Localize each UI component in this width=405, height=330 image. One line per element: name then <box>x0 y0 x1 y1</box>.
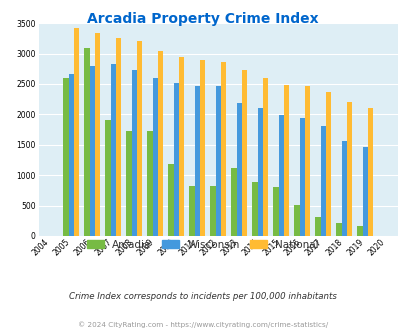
Bar <box>105 120 110 236</box>
Bar <box>210 186 215 236</box>
Bar <box>356 226 362 236</box>
Bar <box>131 70 136 236</box>
Bar <box>147 131 152 236</box>
Bar <box>63 78 68 236</box>
Bar <box>346 102 351 236</box>
Bar <box>189 186 194 236</box>
Bar <box>262 78 267 236</box>
Bar <box>315 217 320 236</box>
Bar <box>215 86 220 236</box>
Bar <box>278 115 283 236</box>
Bar <box>367 108 372 236</box>
Bar <box>362 147 367 236</box>
Bar <box>115 38 121 236</box>
Bar <box>283 84 288 236</box>
Bar <box>194 86 199 236</box>
Bar <box>304 86 309 236</box>
Bar <box>152 78 158 236</box>
Bar <box>341 141 346 236</box>
Bar <box>299 118 304 236</box>
Bar <box>126 131 131 236</box>
Text: Crime Index corresponds to incidents per 100,000 inhabitants: Crime Index corresponds to incidents per… <box>69 292 336 301</box>
Bar <box>199 60 205 236</box>
Bar <box>178 56 183 236</box>
Bar <box>110 64 115 236</box>
Bar <box>173 83 178 236</box>
Bar <box>294 205 299 236</box>
Bar <box>236 103 241 236</box>
Bar <box>68 74 74 236</box>
Bar <box>158 51 163 236</box>
Bar <box>320 126 325 236</box>
Text: Arcadia Property Crime Index: Arcadia Property Crime Index <box>87 12 318 25</box>
Bar <box>336 223 341 236</box>
Bar <box>241 70 247 236</box>
Bar <box>231 168 236 236</box>
Bar <box>136 41 142 236</box>
Bar <box>325 92 330 236</box>
Bar <box>84 48 90 236</box>
Bar <box>220 62 226 236</box>
Bar <box>94 33 100 236</box>
Bar <box>90 66 94 236</box>
Bar <box>74 28 79 236</box>
Bar <box>252 182 257 236</box>
Bar <box>273 187 278 236</box>
Legend: Arcadia, Wisconsin, National: Arcadia, Wisconsin, National <box>83 236 322 254</box>
Text: © 2024 CityRating.com - https://www.cityrating.com/crime-statistics/: © 2024 CityRating.com - https://www.city… <box>78 322 327 328</box>
Bar <box>257 108 262 236</box>
Bar <box>168 164 173 236</box>
